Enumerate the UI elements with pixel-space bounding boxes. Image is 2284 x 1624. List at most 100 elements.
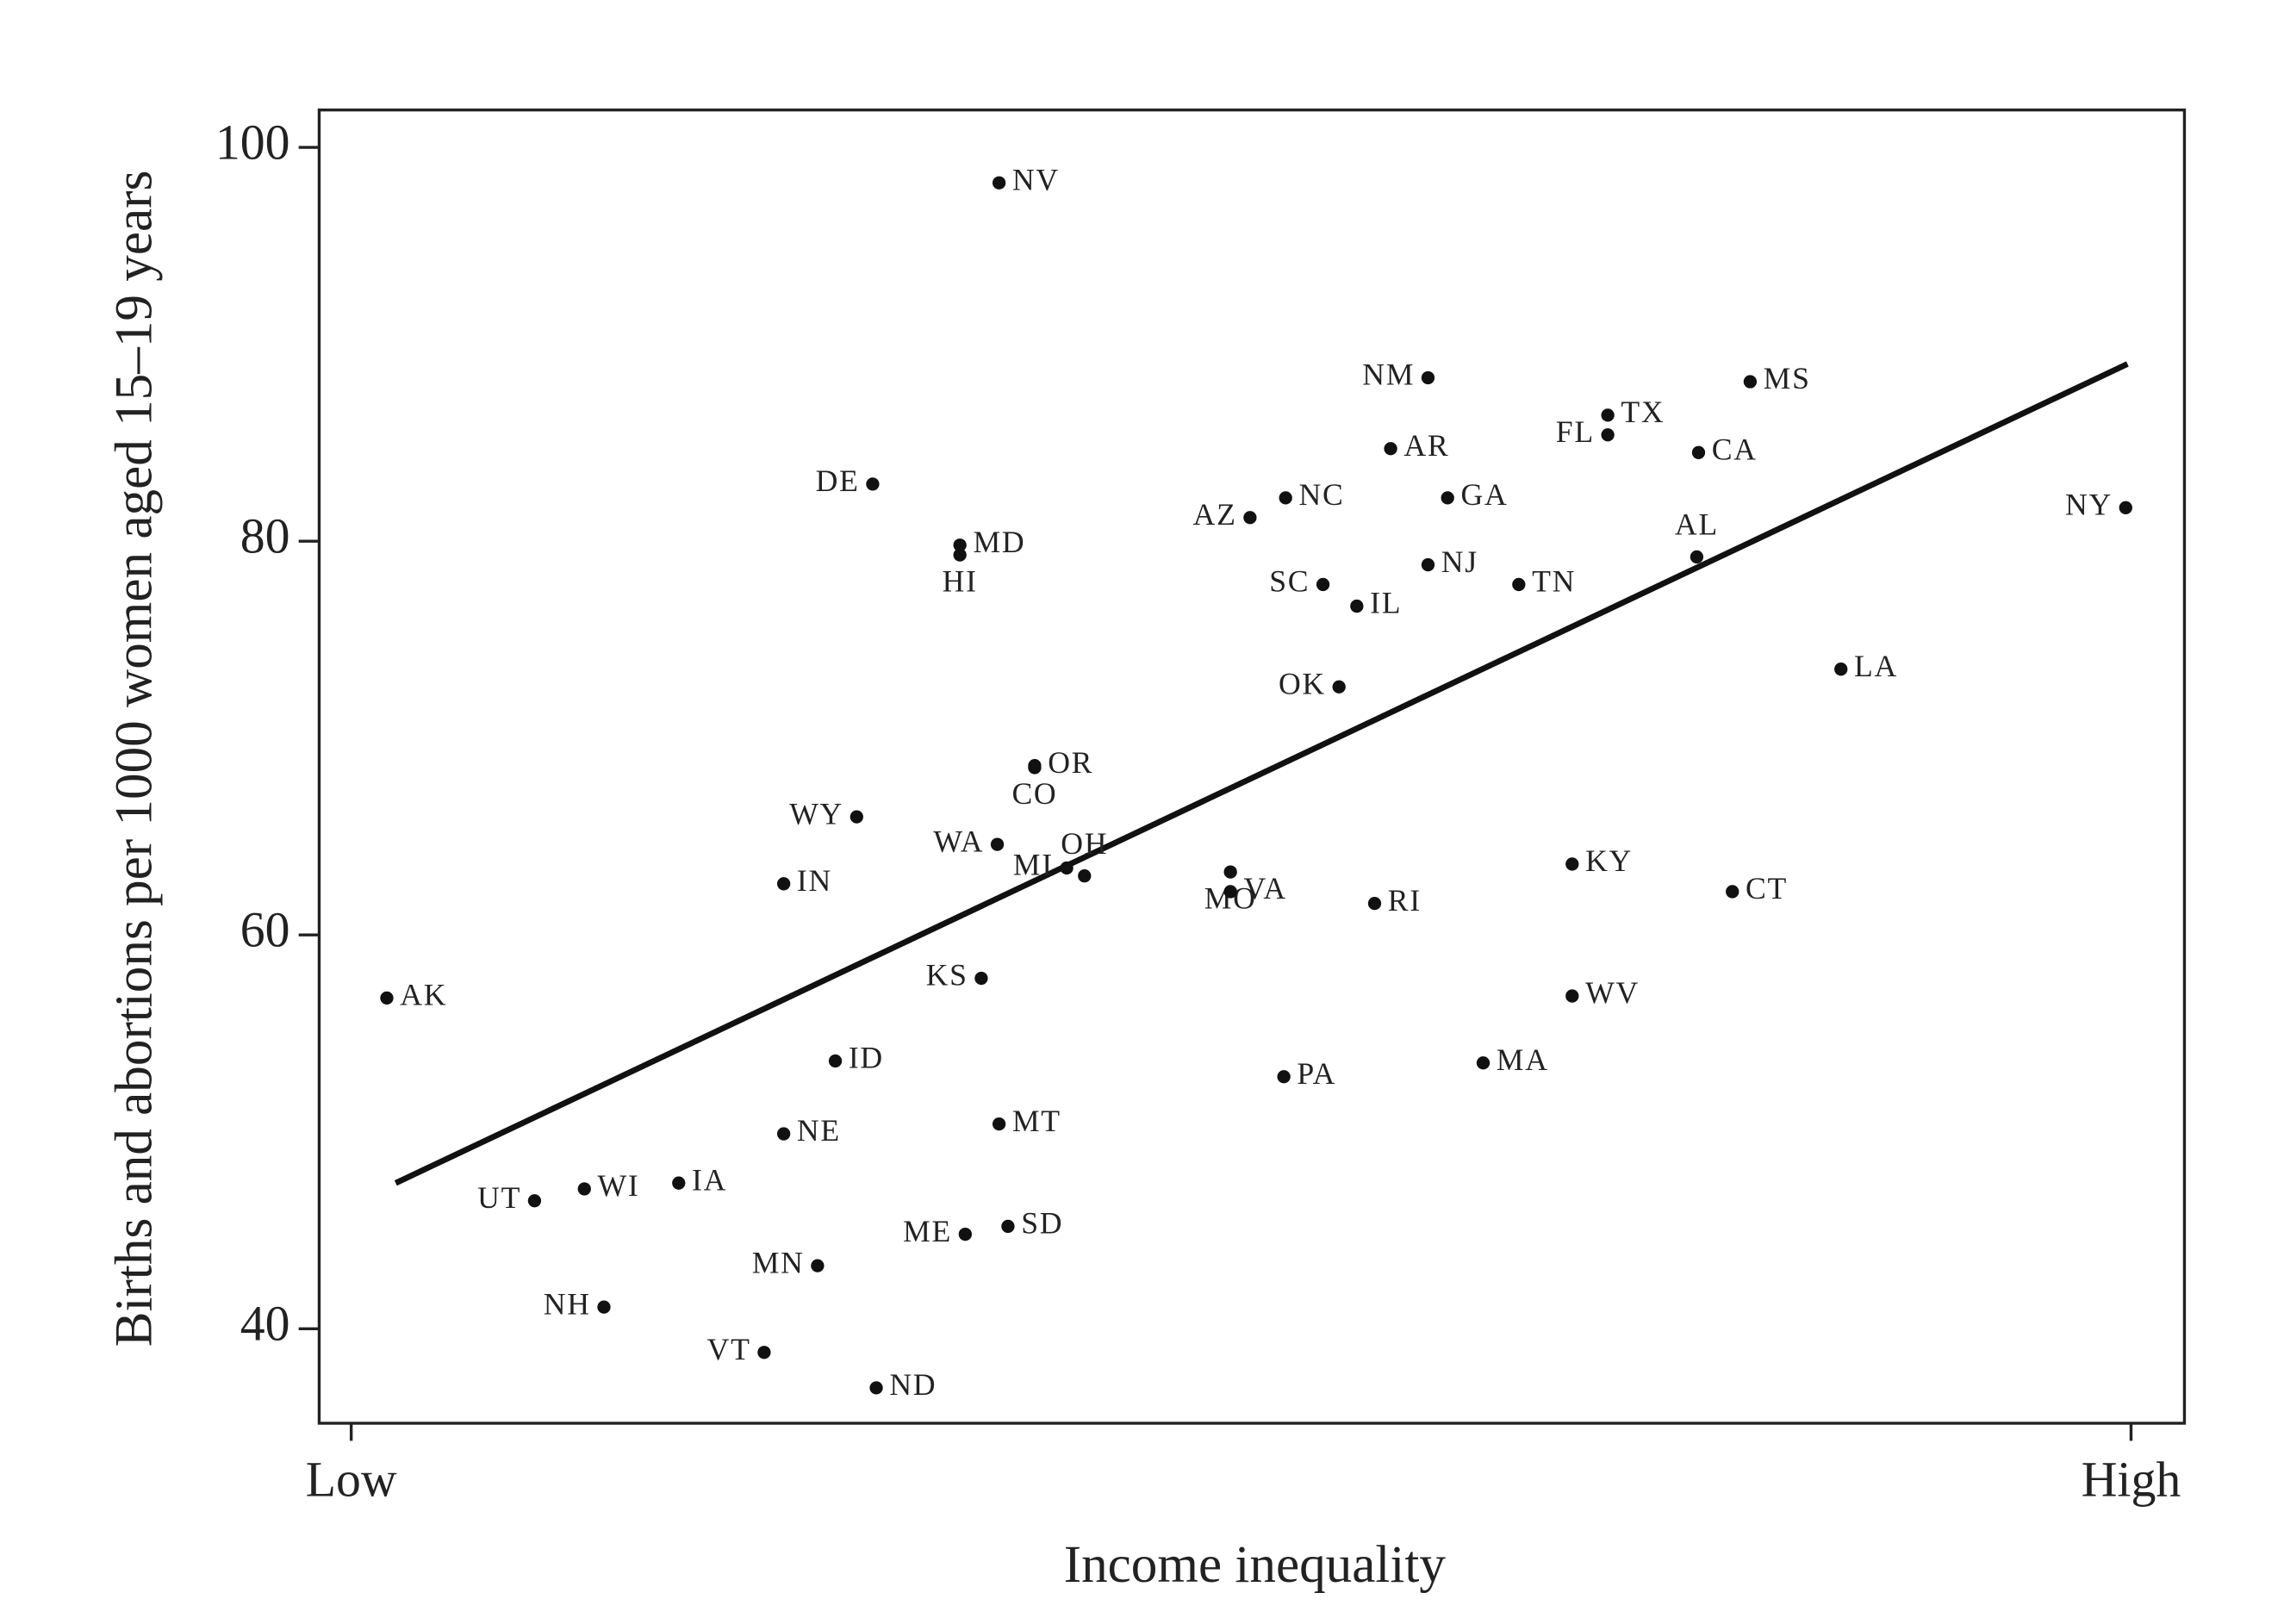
point-label: CT bbox=[1746, 871, 1788, 905]
data-point bbox=[380, 991, 394, 1005]
data-point bbox=[990, 837, 1005, 851]
point-label: TN bbox=[1532, 564, 1576, 599]
point-label: PA bbox=[1297, 1056, 1336, 1091]
point-label: GA bbox=[1460, 477, 1508, 512]
data-point bbox=[1384, 442, 1397, 456]
point-label: TX bbox=[1621, 395, 1665, 429]
point-label: NJ bbox=[1441, 544, 1478, 579]
data-point bbox=[1316, 577, 1330, 592]
data-point bbox=[1078, 869, 1092, 883]
point-label: CA bbox=[1712, 432, 1758, 466]
point-label: MA bbox=[1497, 1042, 1549, 1077]
point-label: SD bbox=[1021, 1206, 1063, 1241]
data-point bbox=[992, 176, 1006, 190]
data-point bbox=[958, 1227, 973, 1241]
data-point bbox=[992, 1117, 1006, 1131]
data-point bbox=[1476, 1056, 1491, 1070]
data-point bbox=[866, 477, 880, 491]
point-label: KY bbox=[1585, 843, 1633, 878]
data-point bbox=[597, 1300, 611, 1314]
point-label: AZ bbox=[1193, 497, 1237, 532]
data-point bbox=[1332, 680, 1346, 694]
data-point bbox=[1001, 1219, 1015, 1234]
data-point bbox=[1601, 408, 1615, 422]
point-label: ME bbox=[903, 1214, 952, 1248]
data-point bbox=[1367, 897, 1382, 911]
point-label: FL bbox=[1556, 414, 1595, 449]
point-label: OH bbox=[1061, 826, 1108, 861]
data-point bbox=[1565, 989, 1579, 1003]
data-point bbox=[869, 1381, 883, 1395]
data-point bbox=[776, 1127, 791, 1141]
data-point bbox=[953, 548, 967, 562]
data-point bbox=[1834, 663, 1848, 676]
y-tick-label: 80 bbox=[240, 509, 290, 563]
point-label: AK bbox=[400, 978, 447, 1012]
point-label: AR bbox=[1403, 428, 1449, 463]
data-point bbox=[1512, 577, 1526, 592]
data-point bbox=[953, 538, 967, 552]
y-tick-label: 40 bbox=[240, 1297, 290, 1352]
data-point bbox=[1421, 370, 1435, 385]
point-label: NY bbox=[2065, 487, 2113, 521]
x-tick-label: High bbox=[2082, 1453, 2181, 1508]
data-point bbox=[757, 1346, 771, 1360]
y-axis-title: Births and abortions per 1000 women aged… bbox=[104, 171, 163, 1347]
point-label: MD bbox=[973, 525, 1025, 559]
point-label: HI bbox=[943, 563, 978, 598]
point-label: LA bbox=[1854, 649, 1898, 683]
point-label: ND bbox=[889, 1367, 937, 1402]
x-axis-title: Income inequality bbox=[1064, 1535, 1447, 1594]
data-point bbox=[2119, 501, 2132, 514]
data-point bbox=[527, 1194, 542, 1208]
data-point bbox=[1726, 885, 1739, 899]
data-point bbox=[1060, 861, 1074, 875]
data-point bbox=[1601, 428, 1615, 442]
data-point bbox=[1223, 885, 1237, 899]
point-label: MN bbox=[752, 1245, 805, 1279]
data-point bbox=[974, 971, 988, 986]
point-label: WY bbox=[789, 796, 843, 831]
trend-line bbox=[394, 361, 2129, 1186]
data-point bbox=[1277, 1070, 1291, 1084]
point-label: MI bbox=[1013, 848, 1054, 882]
data-point bbox=[1243, 511, 1257, 525]
data-point bbox=[1690, 550, 1704, 564]
point-label: NV bbox=[1012, 162, 1060, 196]
y-tick-label: 100 bbox=[215, 115, 290, 170]
data-point bbox=[1279, 491, 1292, 505]
data-point bbox=[849, 810, 863, 824]
point-label: VA bbox=[1243, 871, 1286, 905]
data-point bbox=[1743, 375, 1758, 389]
point-label: NH bbox=[544, 1286, 591, 1321]
data-point bbox=[1350, 599, 1364, 613]
point-label: WI bbox=[598, 1168, 640, 1203]
data-point bbox=[1565, 857, 1579, 871]
data-point bbox=[1421, 557, 1435, 572]
point-label: NM bbox=[1362, 358, 1415, 392]
y-tick-label: 60 bbox=[240, 903, 290, 957]
plot-frame bbox=[317, 108, 2187, 1425]
point-label: WV bbox=[1585, 975, 1640, 1010]
point-label: AL bbox=[1675, 507, 1719, 542]
point-label: IA bbox=[692, 1162, 727, 1197]
point-label: OR bbox=[1048, 745, 1093, 780]
point-label: VT bbox=[707, 1332, 751, 1366]
point-label: ID bbox=[849, 1041, 884, 1075]
point-label: WA bbox=[933, 824, 984, 858]
data-point bbox=[828, 1054, 843, 1068]
data-point bbox=[1223, 865, 1237, 879]
point-label: OK bbox=[1279, 666, 1326, 700]
x-tick-label: Low bbox=[306, 1453, 397, 1508]
point-label: UT bbox=[477, 1180, 521, 1215]
data-point bbox=[1691, 445, 1706, 459]
data-point bbox=[672, 1176, 686, 1190]
point-label: RI bbox=[1388, 883, 1422, 918]
point-label: SC bbox=[1269, 564, 1310, 599]
point-label: IL bbox=[1370, 586, 1402, 620]
data-point bbox=[577, 1182, 591, 1196]
data-point bbox=[1028, 761, 1042, 775]
point-label: NC bbox=[1298, 477, 1344, 512]
